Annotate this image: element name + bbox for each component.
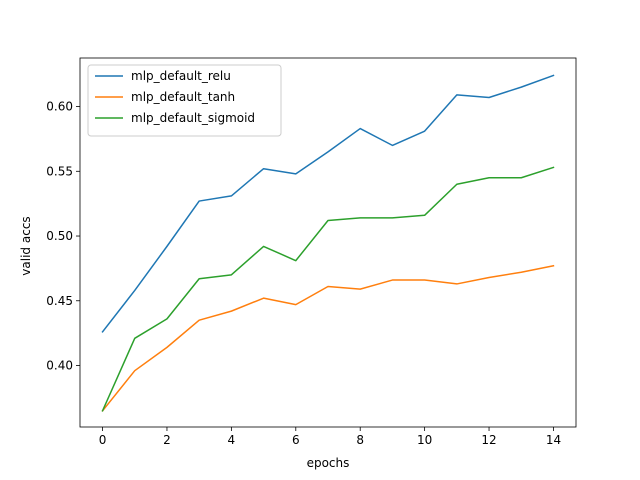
x-tick-label: 10: [417, 433, 432, 447]
legend-label: mlp_default_tanh: [131, 90, 235, 104]
x-tick-label: 2: [163, 433, 171, 447]
y-tick-label: 0.45: [46, 294, 73, 308]
x-tick-label: 6: [292, 433, 300, 447]
series-line-mlp_default_sigmoid: [101, 166, 555, 412]
series-line-mlp_default_tanh: [101, 264, 555, 412]
y-tick-label: 0.60: [46, 100, 73, 114]
y-axis-label: valid accs: [19, 216, 33, 275]
x-tick-label: 8: [356, 433, 364, 447]
series-layer: [101, 74, 555, 412]
y-tick-label: 0.40: [46, 359, 73, 373]
x-tick-label: 12: [481, 433, 496, 447]
x-axis-label: epochs: [307, 456, 350, 470]
axes-frame: [79, 57, 577, 428]
x-tick-label: 14: [546, 433, 561, 447]
axes-layer: 0 2 4 6 8 10 12 14 0.40 0.45 0.50 0.55 0.60: [46, 57, 577, 447]
y-tick-label: 0.50: [46, 229, 73, 243]
x-tick-label: 0: [99, 433, 107, 447]
series-line-mlp_default_relu: [101, 74, 555, 333]
x-tick-label: 4: [228, 433, 236, 447]
y-tick-label: 0.55: [46, 164, 73, 178]
legend-label: mlp_default_sigmoid: [131, 111, 255, 125]
legend-box: [87, 64, 282, 137]
legend-label: mlp_default_relu: [131, 69, 231, 83]
legend: mlp_default_relu mlp_default_tanh mlp_defa…: [87, 64, 282, 137]
